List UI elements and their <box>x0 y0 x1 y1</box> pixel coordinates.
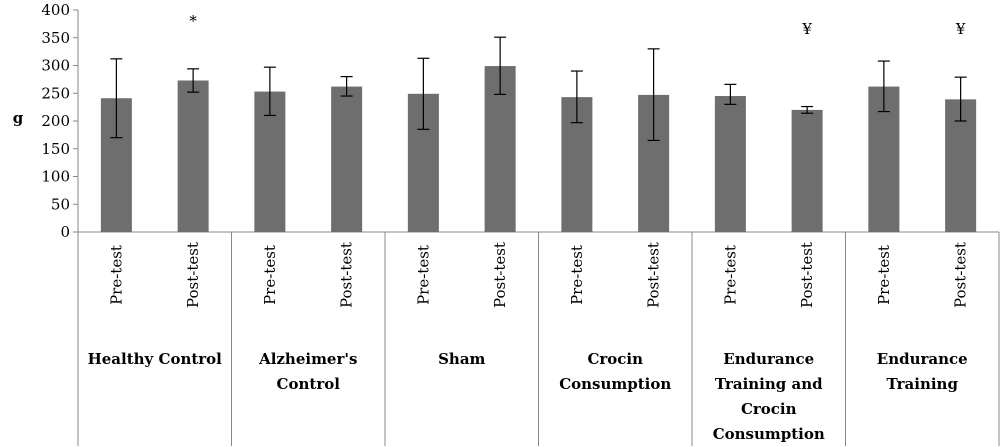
axes: 0 50 100 150 200 250 300 350 400 <box>41 1 1000 446</box>
group-label: Healthy Control <box>88 350 223 368</box>
group-label-line: Alzheimer's <box>258 350 357 368</box>
y-tick-label: 50 <box>51 195 70 213</box>
bar-category-label: Post-test <box>645 242 663 308</box>
bar <box>331 86 363 232</box>
group-label-line: Endurance <box>877 350 968 368</box>
category-labels: Pre-test Post-test Healthy Control Pre-test… <box>88 242 970 443</box>
y-tick-label: 250 <box>41 84 70 102</box>
group-label-line: Control <box>277 375 341 393</box>
y-tick-label: 400 <box>41 1 70 19</box>
bar <box>177 80 209 232</box>
significance-marker: ¥ <box>801 20 812 38</box>
significance-marker: ¥ <box>955 20 966 38</box>
y-tick-label: 300 <box>41 57 70 75</box>
bar-category-label: Post-test <box>798 242 816 308</box>
group-label: Alzheimer's Control <box>258 350 357 393</box>
y-tick-label: 200 <box>41 112 70 130</box>
group-label-line: Sham <box>438 350 485 368</box>
group-label-line: Consumption <box>559 375 671 393</box>
bar-category-label: Post-test <box>491 242 509 308</box>
group-label-line: Consumption <box>713 425 825 443</box>
y-tick-label: 350 <box>41 29 70 47</box>
bar <box>714 96 746 233</box>
bar-category-label: Post-test <box>338 242 356 308</box>
group-label-line: Crocin <box>587 350 643 368</box>
bar-category-label: Pre-test <box>721 245 739 305</box>
group-label: Endurance Training and Crocin Consumption <box>713 350 825 443</box>
y-tick-label: 0 <box>60 223 70 241</box>
group-label: Sham <box>438 350 485 368</box>
group-label: Endurance Training <box>877 350 968 393</box>
y-tick-label: 150 <box>41 140 70 158</box>
bar-category-label: Pre-test <box>875 245 893 305</box>
significance-marker: * <box>189 12 197 30</box>
group-label-line: Training <box>887 375 959 393</box>
group-label: Crocin Consumption <box>559 350 671 393</box>
bars: * ¥ ¥ <box>100 12 977 233</box>
bar-category-label: Pre-test <box>261 245 279 305</box>
group-label-line: Endurance <box>723 350 814 368</box>
group-label-line: Healthy Control <box>88 350 223 368</box>
group-label-line: Training and <box>715 375 823 393</box>
y-axis-label: g <box>13 109 24 127</box>
bar-category-label: Pre-test <box>568 245 586 305</box>
y-tick-label: 100 <box>41 168 70 186</box>
bar-category-label: Pre-test <box>414 245 432 305</box>
bar <box>791 109 823 232</box>
bar-category-label: Post-test <box>952 242 970 308</box>
bar-category-label: Post-test <box>184 242 202 308</box>
group-label-line: Crocin <box>741 400 797 418</box>
bar-category-label: Pre-test <box>107 245 125 305</box>
